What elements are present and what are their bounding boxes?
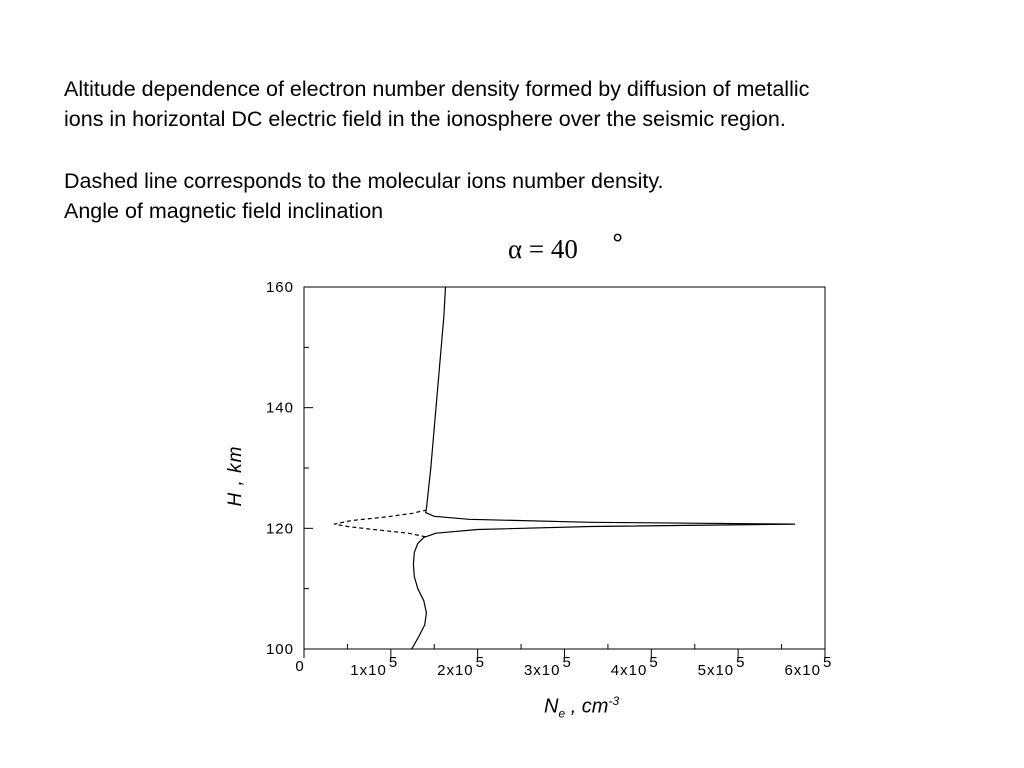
x-tick-label: 4x10 xyxy=(611,662,648,679)
x-tick-exponent: 5 xyxy=(563,654,572,671)
y-axis-label: H , km xyxy=(225,446,246,507)
caption: Altitude dependence of electron number d… xyxy=(64,74,984,226)
x-axis-label: Ne , cm-3 xyxy=(544,694,619,721)
x-axis-label-main: N xyxy=(544,695,559,718)
x-tick-exponent: 5 xyxy=(823,654,832,671)
degree-symbol: ° xyxy=(612,228,624,259)
x-tick-exponent: 5 xyxy=(736,654,745,671)
x-tick-label: 0 xyxy=(295,658,304,675)
x-tick-label: 2x10 xyxy=(437,662,474,679)
x-axis-label-rest: , cm xyxy=(565,695,609,718)
x-tick-exponent: 5 xyxy=(476,654,485,671)
molecular-ions-density-line xyxy=(333,509,426,538)
x-tick-label: 5x10 xyxy=(698,662,735,679)
caption-line-2: ions in horizontal DC electric field in … xyxy=(64,107,786,131)
y-tick-label: 120 xyxy=(266,520,294,537)
y-tick-label: 160 xyxy=(266,279,294,296)
caption-line-4: Angle of magnetic field inclination xyxy=(64,199,384,223)
x-axis-label-sup: -3 xyxy=(608,694,620,708)
inclination-formula: α = 40 xyxy=(508,234,578,264)
plot-frame xyxy=(303,286,826,650)
y-tick-label: 100 xyxy=(266,641,294,658)
caption-line-3: Dashed line corresponds to the molecular… xyxy=(64,169,664,193)
x-tick-label: 1x10 xyxy=(350,662,387,679)
x-axis-label-sub: e xyxy=(558,706,566,721)
electron-density-line xyxy=(411,286,796,650)
caption-line-1: Altitude dependence of electron number d… xyxy=(64,77,810,101)
x-tick-exponent: 5 xyxy=(649,654,658,671)
y-tick-label: 140 xyxy=(266,400,294,417)
x-tick-label: 3x10 xyxy=(524,662,561,679)
x-tick-exponent: 5 xyxy=(389,654,398,671)
x-tick-label: 6x10 xyxy=(784,662,821,679)
